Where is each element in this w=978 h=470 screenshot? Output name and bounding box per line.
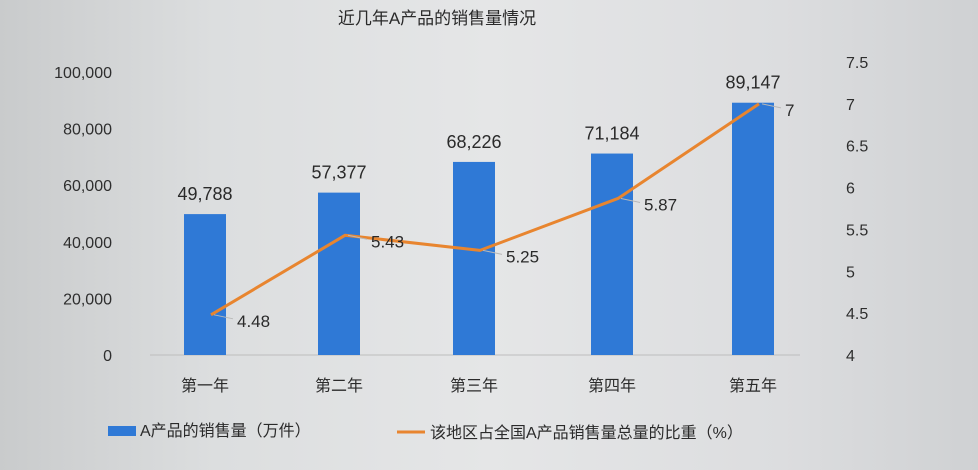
x-axis: 第一年 第二年 第三年 第四年 第五年 — [181, 377, 777, 395]
line-label-leader — [347, 234, 368, 240]
right-tick-label: 4.5 — [846, 306, 868, 323]
line-series: 4.48 5.43 5.25 5.87 7 — [210, 101, 794, 331]
line-value-label: 5.87 — [644, 195, 677, 214]
right-tick-label: 5 — [846, 264, 855, 281]
legend: A产品的销售量（万件） 该地区占全国A产品销售量总量的比重（%） — [108, 422, 743, 442]
category-label: 第五年 — [729, 377, 777, 395]
left-tick-label: 40,000 — [63, 235, 112, 252]
left-tick-label: 80,000 — [63, 122, 112, 139]
chart-title: 近几年A产品的销售量情况 — [338, 9, 536, 28]
category-label: 第三年 — [450, 377, 498, 395]
bar-data-labels: 49,788 57,377 68,226 71,184 89,147 — [177, 73, 780, 204]
bar — [318, 192, 360, 355]
legend-bar-swatch — [108, 426, 136, 436]
line-label-leader — [761, 103, 782, 109]
bar — [184, 214, 226, 355]
legend-line-label: 该地区占全国A产品销售量总量的比重（%） — [430, 424, 743, 442]
bar-value-label: 71,184 — [584, 124, 639, 144]
category-label: 第一年 — [181, 377, 229, 395]
category-label: 第二年 — [315, 377, 363, 395]
line-path — [210, 102, 760, 317]
left-axis: 0 20,000 40,000 60,000 80,000 100,000 — [54, 65, 112, 365]
legend-bar-label: A产品的销售量（万件） — [140, 422, 311, 440]
line-value-label: 5.43 — [371, 232, 404, 251]
line-label-leader — [482, 249, 503, 255]
left-tick-label: 100,000 — [54, 65, 112, 82]
bar-value-label: 68,226 — [446, 132, 501, 152]
bar-value-label: 57,377 — [311, 163, 366, 183]
bar-series — [184, 102, 774, 355]
bar-value-label: 89,147 — [725, 73, 780, 93]
left-tick-label: 60,000 — [63, 178, 112, 195]
left-tick-label: 20,000 — [63, 291, 112, 308]
right-tick-label: 7 — [846, 97, 855, 114]
right-tick-label: 4 — [846, 348, 855, 365]
right-tick-label: 6 — [846, 181, 855, 198]
line-value-label: 5.25 — [506, 247, 539, 266]
left-tick-label: 0 — [103, 348, 112, 365]
right-tick-label: 7.5 — [846, 55, 868, 72]
bar — [453, 161, 495, 355]
bar — [591, 153, 633, 355]
right-axis: 4 4.5 5 5.5 6 6.5 7 7.5 — [846, 55, 868, 365]
line-value-label: 7 — [785, 101, 794, 120]
line-label-leader — [620, 197, 641, 203]
line-value-label: 4.48 — [237, 312, 270, 331]
line-label-leader — [213, 314, 234, 320]
right-tick-label: 5.5 — [846, 222, 868, 239]
bar — [732, 102, 774, 355]
category-label: 第四年 — [588, 377, 636, 395]
bar-value-label: 49,788 — [177, 184, 232, 204]
right-tick-label: 6.5 — [846, 139, 868, 156]
